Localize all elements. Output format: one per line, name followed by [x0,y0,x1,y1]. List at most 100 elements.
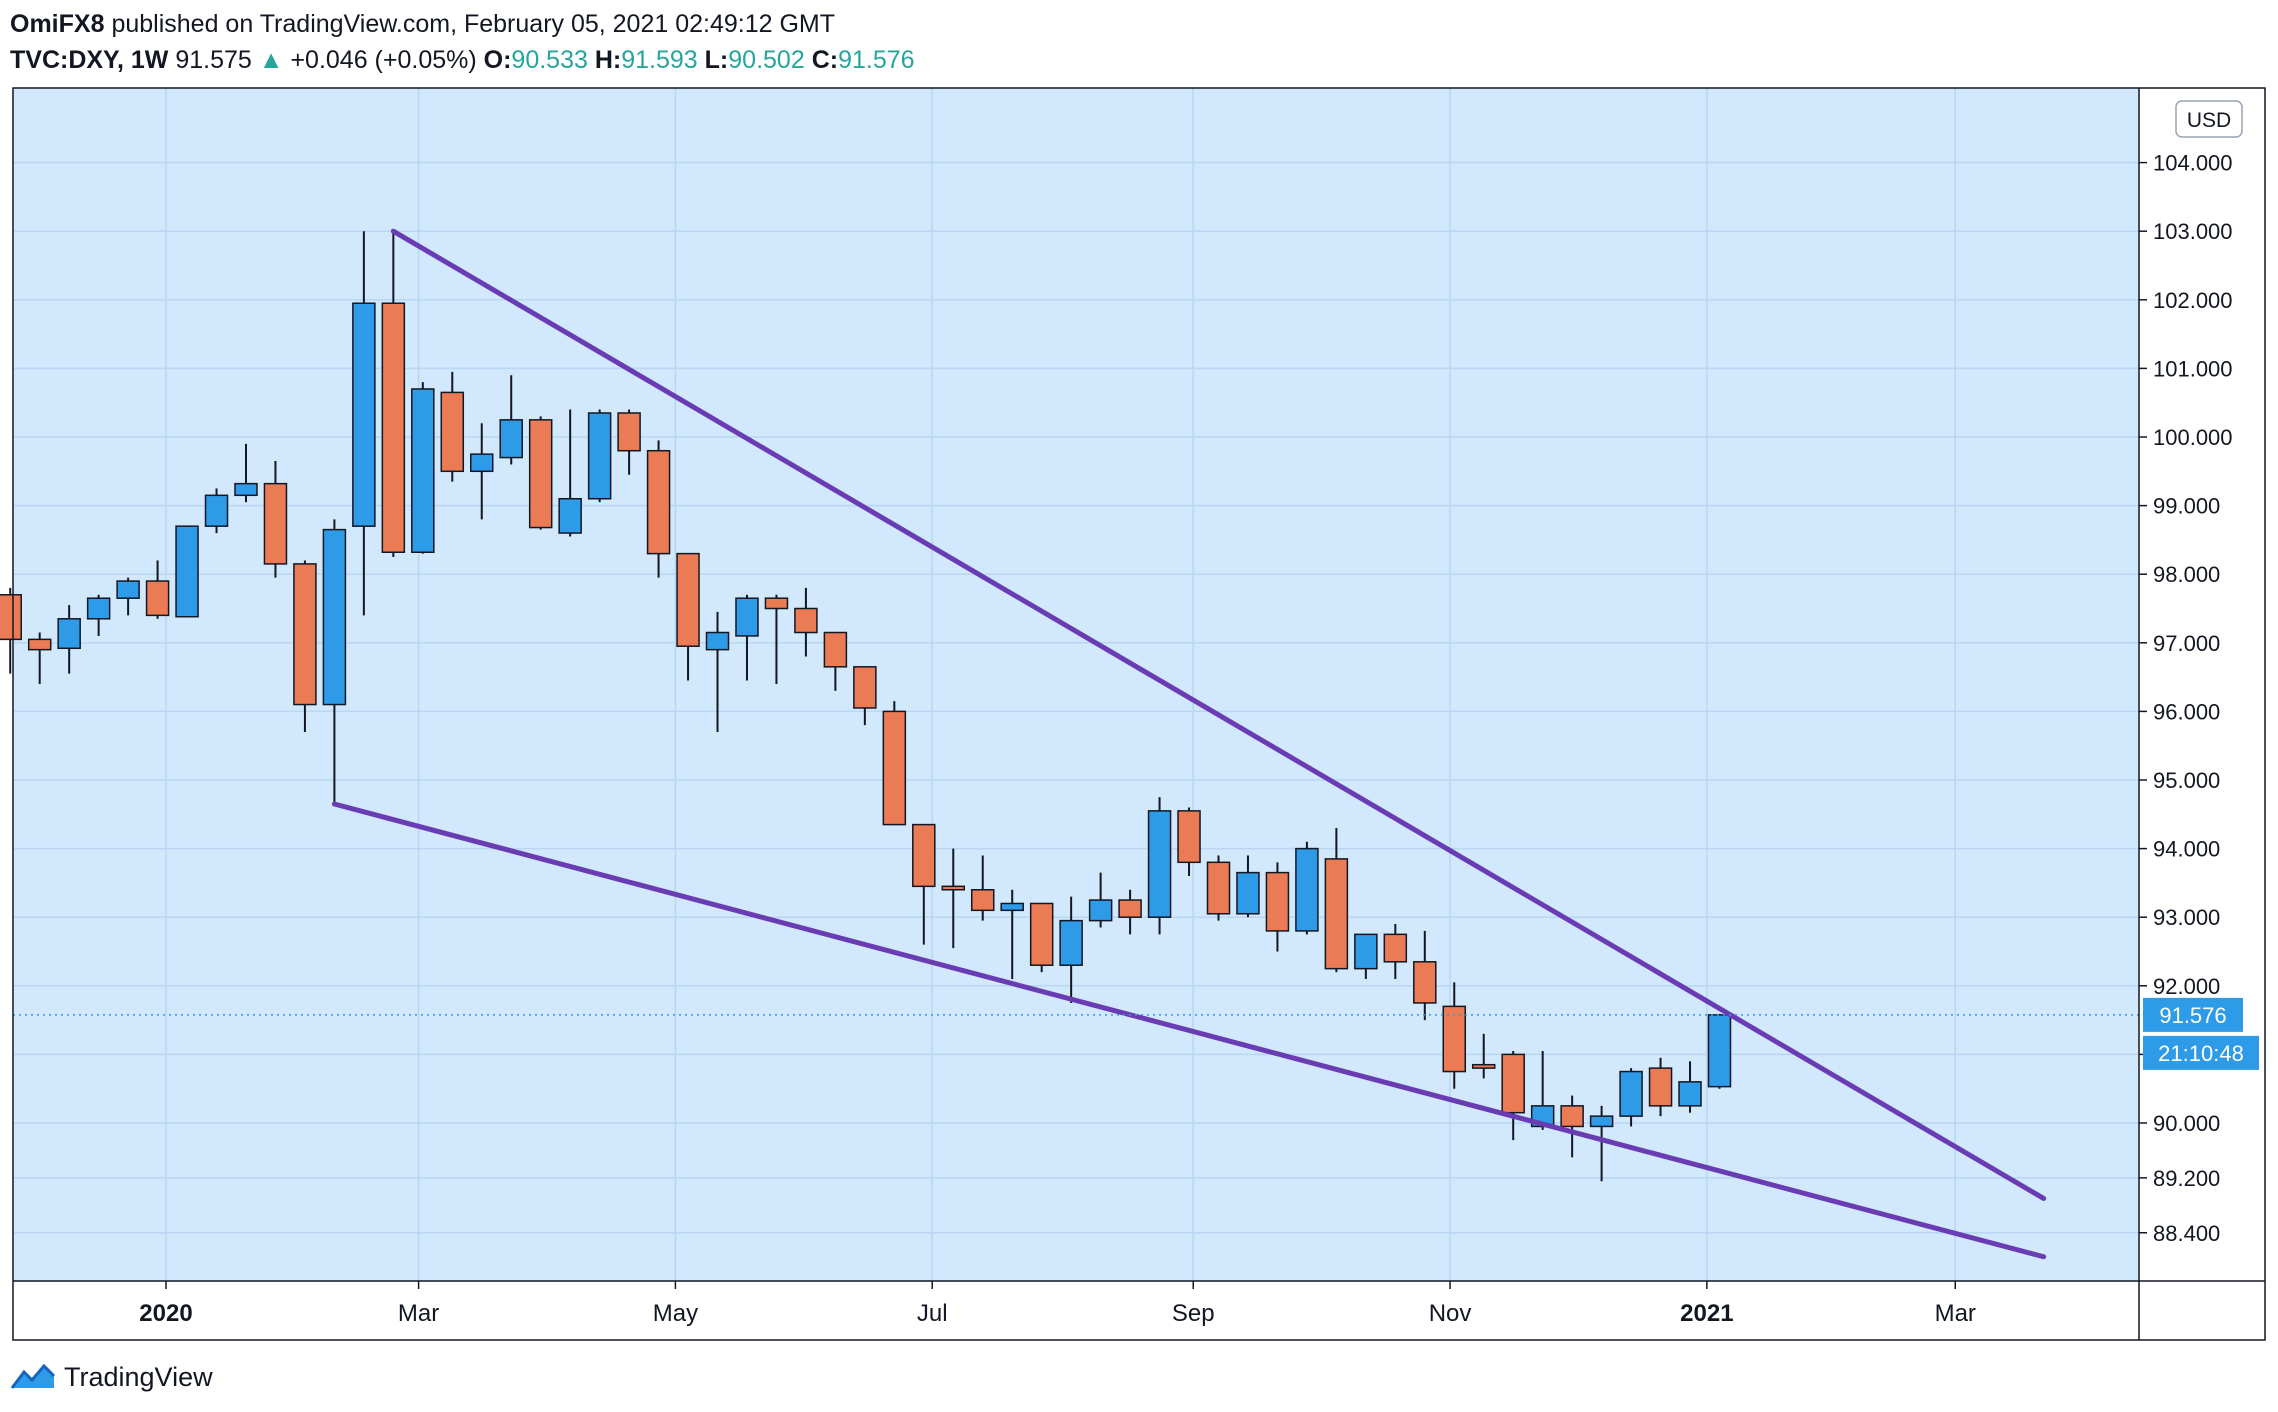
candle-body-up [705,631,730,651]
candle-body-up [1707,1014,1732,1088]
candle-body-down [145,580,170,617]
candle-body-down [912,823,936,888]
candle [1206,855,1231,921]
candle [1471,1033,1496,1079]
chart-header: OmiFX8 published on TradingView.com, Feb… [10,6,2270,78]
candle [381,231,406,558]
candle-body-down [970,889,995,912]
candle-body-up [1589,1115,1614,1128]
candle-body-up [558,497,582,534]
candles [0,231,1732,1182]
candle [1678,1061,1702,1113]
candle-body-down [1471,1063,1496,1069]
candle-body-up [116,580,140,599]
candle-body-up [1619,1070,1643,1117]
candle [882,701,907,826]
y-tick-label: 104.000 [2153,151,2233,176]
countdown-label: 21:10:48 [2158,1041,2244,1066]
x-tick-label: Mar [398,1300,439,1327]
candle [1560,1095,1584,1158]
candle [1589,1105,1614,1182]
chart-frame [12,87,2266,1341]
candle [1707,1013,1732,1089]
candle-body-down [1206,861,1231,915]
y-tick-label: 103.000 [2153,219,2233,244]
candle [352,231,376,616]
candle [941,848,966,949]
candle [175,525,199,618]
candle-body-down [646,449,671,555]
symbol-line: TVC:DXY, 1W 91.575 ▲ +0.046 (+0.05%) O:9… [10,42,2270,78]
candle-body-up [1000,902,1024,912]
candle [617,409,641,475]
candle-body-down [941,885,966,891]
x-tick-label: Jul [917,1300,948,1327]
candle-body-down [528,419,553,529]
candle [1324,828,1349,973]
candle-body-down [263,482,288,565]
candle-body-down [440,391,465,473]
open-value: 90.533 [511,46,588,74]
candle-body-up [735,597,759,637]
candle [1383,924,1408,979]
symbol-label: TVC:DXY, 1W [10,46,169,74]
low-label: L: [704,46,729,74]
close-value: 91.576 [838,46,915,74]
candle-body-down [1648,1067,1673,1107]
candle [86,594,111,636]
last-price-label: 91.576 [2159,1003,2226,1028]
candle [499,375,523,465]
open-label: O: [483,46,512,74]
candle [263,461,288,578]
y-tick-label: 99.000 [2153,494,2220,519]
candle [470,423,494,520]
candle [0,587,22,674]
time-axis[interactable]: 2020 Mar May Jul Sep Nov 2021 Mar [139,1281,1976,1327]
candle [411,382,435,554]
candle [1177,807,1201,877]
candle-body-up [1295,847,1319,932]
candle-body-up [1354,933,1378,970]
candle-body-up [1678,1081,1702,1107]
candle-body-down [1413,961,1437,1004]
plot-background[interactable] [13,88,2139,1281]
candle-body-down [0,594,22,641]
high-label: H: [594,46,622,74]
candle [705,611,730,732]
x-tick-label: Mar [1935,1300,1976,1327]
currency-badge[interactable]: USD [2175,100,2243,138]
y-tick-label: 96.000 [2153,699,2220,724]
candle [823,631,848,691]
candle [145,560,170,619]
candle [1029,902,1054,973]
y-tick-label: 101.000 [2153,356,2233,381]
trendline[interactable] [331,801,2047,1260]
y-tick-label: 94.000 [2153,837,2220,862]
candle-body-up [352,302,376,527]
price-change: +0.046 (+0.05%) [290,46,477,74]
candle [528,416,553,530]
candle [676,552,700,681]
candle-body-down [617,412,641,452]
x-tick-label: May [653,1300,698,1327]
trendline[interactable] [390,228,2047,1201]
low-value: 90.502 [728,46,805,74]
candle [1118,889,1142,935]
x-tick-label: Nov [1429,1300,1472,1327]
candle-body-down [27,638,52,651]
candle [1501,1050,1525,1141]
candle [1147,797,1172,935]
tradingview-footer[interactable]: TradingView [10,1352,213,1402]
candle [204,488,229,534]
price-axis-background [2139,88,2265,1281]
publisher-name[interactable]: OmiFX8 [10,10,105,38]
candle-body-down [823,631,848,668]
candle [735,594,759,681]
tradingview-brand: TradingView [64,1361,213,1392]
candle [1648,1057,1673,1117]
y-tick-label: 95.000 [2153,768,2220,793]
candle-body-down [1265,871,1290,932]
trendlines [331,228,2047,1260]
candle-body-up [499,419,523,459]
